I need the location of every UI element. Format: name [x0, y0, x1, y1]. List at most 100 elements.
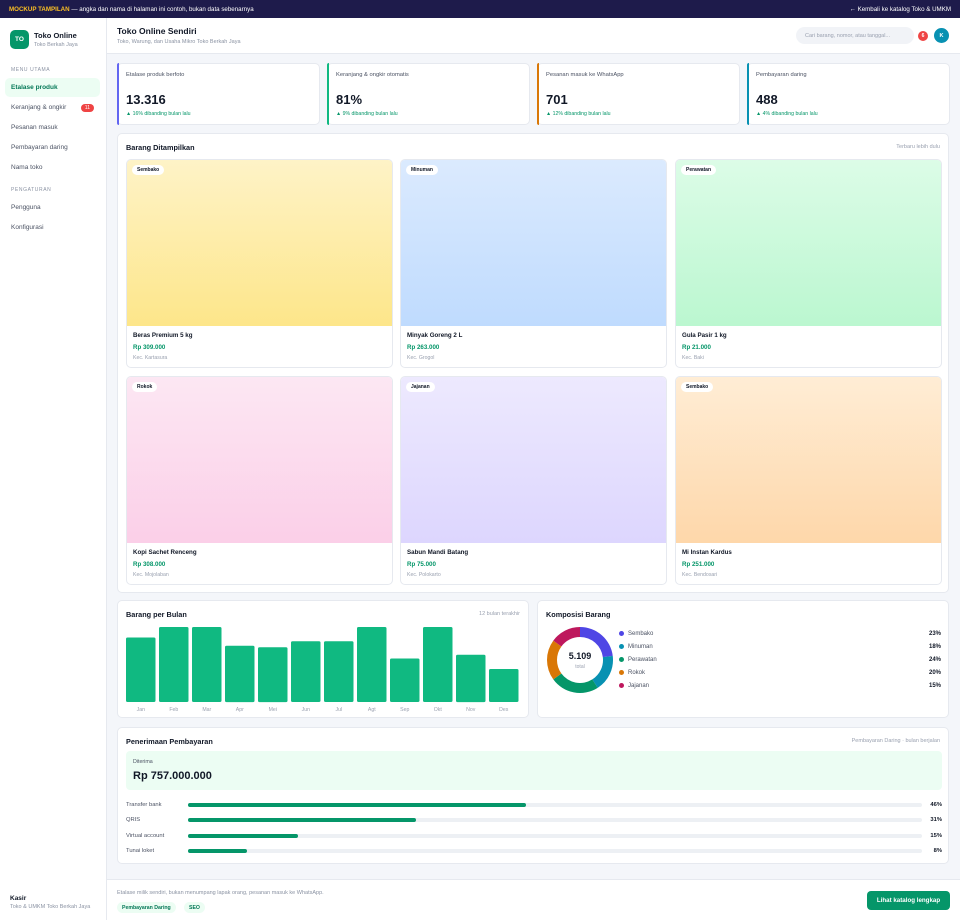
sidebar-footer: Kasir Toko & UMKM Toko Berkah Jaya — [10, 895, 90, 910]
stat-accent-bar — [747, 63, 749, 125]
payment-method-name: QRIS — [126, 817, 141, 823]
stat-value: 81% — [336, 92, 363, 107]
bar-label-mar: Mar — [202, 707, 211, 713]
banner-message: MOCKUP TAMPILAN — angka dan nama di hala… — [9, 6, 254, 13]
brand: TO Toko Online Toko Berkah Jaya — [0, 18, 106, 49]
stat-card-etalase: Etalase produk berfoto 13.316 ▲ 16% diba… — [117, 63, 320, 125]
bar-label-nov: Nov — [466, 707, 476, 713]
products-sort-label[interactable]: Terbaru lebih dulu — [896, 144, 940, 150]
payment-method-name: Transfer bank — [126, 801, 162, 808]
product-card[interactable]: Perawatan Gula Pasir 1 kg Rp 21.000 Kec.… — [675, 159, 942, 368]
product-location: Kec. Grogol — [407, 355, 435, 361]
payment-method-name: Tunai loket — [126, 848, 155, 854]
product-price: Rp 263.000 — [407, 344, 440, 351]
mockup-banner: MOCKUP TAMPILAN — angka dan nama di hala… — [0, 0, 960, 18]
product-photo — [676, 377, 941, 543]
sidebar-item-pembayaran[interactable]: Pembayaran daring — [5, 138, 100, 157]
legend-percent: 20% — [928, 669, 941, 676]
legend-dot — [619, 657, 624, 662]
sidebar-item-pengguna[interactable]: Pengguna — [5, 198, 100, 217]
payment-method-row: Virtual account 15% — [126, 831, 942, 840]
product-price: Rp 308.000 — [133, 561, 166, 568]
composition-panel: Komposisi Barang 5.109 total Sembako 23% M… — [537, 600, 949, 718]
payment-method-percent: 46% — [930, 801, 942, 808]
product-category-tag: Sembako — [132, 165, 165, 175]
slice-minuman — [592, 655, 614, 688]
bar-label-jul: Jul — [335, 707, 342, 713]
stat-accent-bar — [327, 63, 329, 125]
sidebar-item-label: Nama toko — [11, 164, 43, 171]
bar-chart-range: 12 bulan terakhir — [479, 611, 520, 617]
legend-item-jajanan: Jajanan 15% — [619, 681, 941, 690]
product-card[interactable]: Minuman Minyak Goreng 2 L Rp 263.000 Kec… — [400, 159, 667, 368]
avatar[interactable]: K — [934, 28, 949, 43]
product-name: Minyak Goreng 2 L — [407, 332, 463, 339]
sidebar-item-label: Pembayaran daring — [11, 144, 68, 151]
sidebar-item-etalase[interactable]: Etalase produk — [5, 78, 100, 97]
legend-dot — [619, 670, 624, 675]
search-input[interactable]: Cari barang, nomor, atau tanggal... — [796, 27, 914, 44]
page-subtitle: Toko, Warung, dan Usaha Mikro Toko Berka… — [117, 39, 241, 45]
stat-card-pembayaran: Pembayaran daring 488 ▲ 4% dibanding bul… — [747, 63, 950, 125]
payment-method-row: Transfer bank 46% — [126, 800, 942, 809]
slice-rokok — [546, 640, 562, 680]
bar-label-apr: Apr — [236, 707, 244, 713]
legend-dot — [619, 683, 624, 688]
payment-share-track — [188, 818, 922, 822]
payment-share-bar — [188, 849, 247, 853]
product-card[interactable]: Jajanan Sabun Mandi Batang Rp 75.000 Kec… — [400, 376, 667, 585]
bar-label-feb: Feb — [169, 707, 178, 713]
payment-method-row: Tunai loket 8% — [126, 847, 942, 856]
product-price: Rp 251.000 — [682, 561, 715, 568]
product-category-tag: Rokok — [132, 382, 158, 392]
product-card[interactable]: Rokok Kopi Sachet Renceng Rp 308.000 Kec… — [126, 376, 393, 585]
bar-agt — [357, 627, 387, 702]
donut-center-label: total — [575, 663, 585, 670]
bar-jan — [126, 637, 156, 702]
bar-mei — [258, 647, 288, 703]
sidebar-item-keranjang[interactable]: Keranjang & ongkir 11 — [5, 98, 100, 117]
payment-method-percent: 8% — [933, 848, 942, 854]
bar-label-des: Des — [499, 707, 509, 713]
current-user-org: Toko & UMKM Toko Berkah Jaya — [10, 904, 91, 910]
sidebar-item-label: Pesanan masuk — [11, 124, 58, 131]
payments-panel: Penerimaan Pembayaran Pembayaran Daring … — [117, 727, 949, 864]
bar-des — [489, 669, 519, 702]
product-card[interactable]: Sembako Beras Premium 5 kg Rp 309.000 Ke… — [126, 159, 393, 368]
legend-dot — [619, 644, 624, 649]
payment-method-percent: 15% — [930, 832, 942, 839]
view-catalog-button[interactable]: Lihat katalog lengkap — [867, 891, 950, 910]
product-photo — [401, 160, 666, 326]
legend-item-perawatan: Perawatan 24% — [619, 655, 941, 664]
stat-accent-bar — [537, 63, 539, 125]
received-label: Diterima — [133, 759, 153, 765]
donut-chart-title: Komposisi Barang — [546, 610, 611, 619]
sidebar-item-pesanan[interactable]: Pesanan masuk — [5, 118, 100, 137]
sidebar-item-label: Pengguna — [11, 204, 41, 211]
received-value: Rp 757.000.000 — [133, 770, 212, 782]
product-card[interactable]: Sembako Mi Instan Kardus Rp 251.000 Kec.… — [675, 376, 942, 585]
sidebar-item-konfigurasi[interactable]: Konfigurasi — [5, 218, 100, 237]
legend-percent: 18% — [928, 643, 941, 650]
composition-donut-chart — [546, 627, 614, 693]
monthly-bar-panel: Barang per Bulan 12 bulan terakhir Jan Fe… — [117, 600, 529, 718]
product-photo — [127, 377, 392, 543]
product-location: Kec. Bendosari — [682, 572, 718, 578]
bar-chart-title: Barang per Bulan — [126, 610, 187, 619]
feature-chip-seo: SEO — [184, 902, 205, 913]
slice-jajanan — [553, 627, 580, 647]
legend-dot — [619, 631, 624, 636]
notification-badge[interactable]: 6 — [918, 31, 928, 41]
product-photo — [401, 377, 666, 543]
stat-delta: ▲ 12% dibanding bulan lalu — [546, 111, 611, 117]
bar-label-sep: Sep — [400, 707, 409, 713]
legend-label: Rokok — [628, 669, 646, 676]
product-location: Kec. Polokarto — [407, 572, 441, 578]
stat-label: Keranjang & ongkir otomatis — [336, 72, 409, 78]
stat-label: Pembayaran daring — [756, 72, 807, 78]
monthly-bar-chart: Jan Feb Mar Apr Mei Jun Jul Agt Sep Okt Nov Des — [126, 627, 519, 713]
brand-subtitle: Toko Berkah Jaya — [34, 42, 78, 48]
back-to-catalog-link[interactable]: ← Kembali ke katalog Toko & UMKM — [849, 5, 951, 13]
bar-label-agt: Agt — [368, 707, 376, 713]
sidebar-item-nama-toko[interactable]: Nama toko — [5, 158, 100, 177]
